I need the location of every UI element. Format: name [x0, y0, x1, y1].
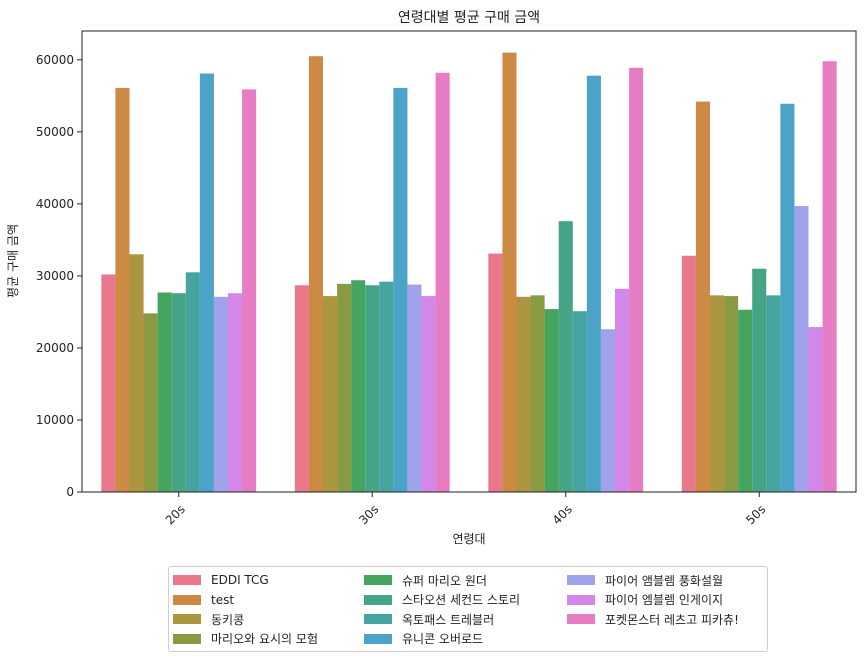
- bar: [530, 295, 545, 492]
- legend-item: 슈퍼 마리오 원더: [364, 571, 487, 589]
- legend-swatch: [567, 594, 595, 605]
- legend-swatch: [567, 575, 595, 585]
- plot-frame: [81, 30, 857, 493]
- bar: [615, 288, 630, 492]
- legend-label: 마리오와 요시의 모험: [211, 632, 318, 646]
- legend-swatch: [173, 575, 201, 585]
- bar: [421, 296, 436, 492]
- legend-label: 포켓몬스터 레츠고 피카츄!: [605, 612, 739, 627]
- bar: [794, 206, 809, 493]
- bar: [228, 293, 243, 492]
- y-tick-label: 40000: [36, 197, 74, 211]
- legend-label: 파이어 엠블렘 인게이지: [605, 593, 724, 607]
- bar: [242, 89, 257, 492]
- bar: [488, 253, 503, 492]
- bar: [710, 295, 725, 492]
- bar: [822, 61, 837, 492]
- legend-swatch: [173, 633, 201, 644]
- x-tick-label: 40s: [550, 502, 575, 527]
- bar: [213, 296, 228, 492]
- legend-item: 마리오와 요시의 모험: [173, 630, 318, 648]
- bar: [101, 274, 116, 492]
- legend-swatch: [364, 614, 392, 624]
- legend-item: test: [173, 591, 234, 609]
- bar: [738, 309, 753, 492]
- legend-swatch: [364, 594, 392, 605]
- y-tick-label: 20000: [36, 341, 74, 355]
- legend-item: 동키콩: [173, 610, 244, 628]
- chart-title: 연령대별 평균 구매 금액: [398, 10, 540, 26]
- bar: [157, 292, 172, 492]
- y-tick-label: 60000: [36, 53, 74, 67]
- legend-label: 슈퍼 마리오 원더: [402, 573, 487, 588]
- bar: [586, 75, 601, 492]
- x-tick-label: 30s: [356, 502, 381, 527]
- legend-label: 스타오션 세컨드 스토리: [402, 593, 521, 607]
- legend-swatch: [173, 594, 201, 605]
- legend-item: 유니콘 오버로드: [364, 630, 483, 648]
- bar: [558, 221, 573, 492]
- y-axis-label: 평균 구매 금액: [6, 224, 20, 298]
- legend-item: 옥토패스 트레블러: [364, 610, 494, 628]
- bar: [115, 87, 130, 493]
- bar: [780, 103, 795, 492]
- bar: [808, 327, 823, 492]
- y-tick-label: 30000: [36, 269, 74, 283]
- bar: [323, 296, 338, 492]
- legend-label: test: [211, 592, 235, 607]
- legend-swatch: [567, 614, 595, 624]
- bar: [407, 284, 422, 492]
- bar: [199, 73, 214, 492]
- bar: [724, 296, 739, 492]
- bar: [502, 52, 517, 493]
- bar: [171, 293, 186, 492]
- legend-item: 스타오션 세컨드 스토리: [364, 591, 520, 609]
- x-tick-label: 20s: [163, 502, 188, 527]
- bar: [600, 329, 615, 492]
- legend-item: EDDI TCG: [173, 571, 269, 589]
- legend-label: 유니콘 오버로드: [402, 632, 484, 646]
- x-axis: 20s 30s 40s 50s: [163, 492, 768, 527]
- legend-label: 옥토패스 트레블러: [402, 612, 495, 627]
- y-tick-label: 0: [66, 485, 74, 499]
- y-tick-label: 50000: [36, 125, 74, 139]
- x-axis-label: 연령대: [452, 532, 485, 546]
- legend-item: 포켓몬스터 레츠고 피카츄!: [567, 610, 739, 628]
- legend-swatch: [364, 575, 392, 585]
- bar: [185, 272, 200, 492]
- bar: [544, 309, 559, 492]
- bar: [129, 254, 144, 492]
- bar: [308, 56, 323, 493]
- bar: [752, 268, 767, 492]
- y-tick-label: 10000: [36, 413, 74, 427]
- bar: [766, 295, 781, 492]
- x-tick-label: 50s: [743, 502, 768, 527]
- bar: [351, 280, 366, 492]
- bar: [572, 311, 587, 492]
- bar: [435, 72, 450, 492]
- bars-group: [101, 52, 837, 493]
- bar: [143, 313, 158, 492]
- legend-item: 파이어 앰블렘 풍화설월: [567, 571, 723, 589]
- bar: [629, 67, 644, 493]
- legend-label: 파이어 앰블렘 풍화설월: [605, 573, 724, 588]
- legend-label: EDDI TCG: [211, 573, 269, 587]
- bar: [365, 285, 380, 492]
- bar: [379, 281, 394, 492]
- bar: [337, 283, 352, 492]
- y-axis: 0 10000 20000 30000 40000 50000 60000: [36, 53, 82, 499]
- bar: [294, 285, 309, 492]
- bar: [393, 87, 408, 493]
- legend-swatch: [173, 614, 201, 624]
- bar: [516, 296, 531, 492]
- bar: [681, 255, 696, 492]
- legend-label: 동키콩: [211, 612, 245, 627]
- legend-item: 파이어 엠블렘 인게이지: [567, 591, 723, 609]
- legend-swatch: [364, 633, 392, 644]
- bar: [695, 101, 710, 492]
